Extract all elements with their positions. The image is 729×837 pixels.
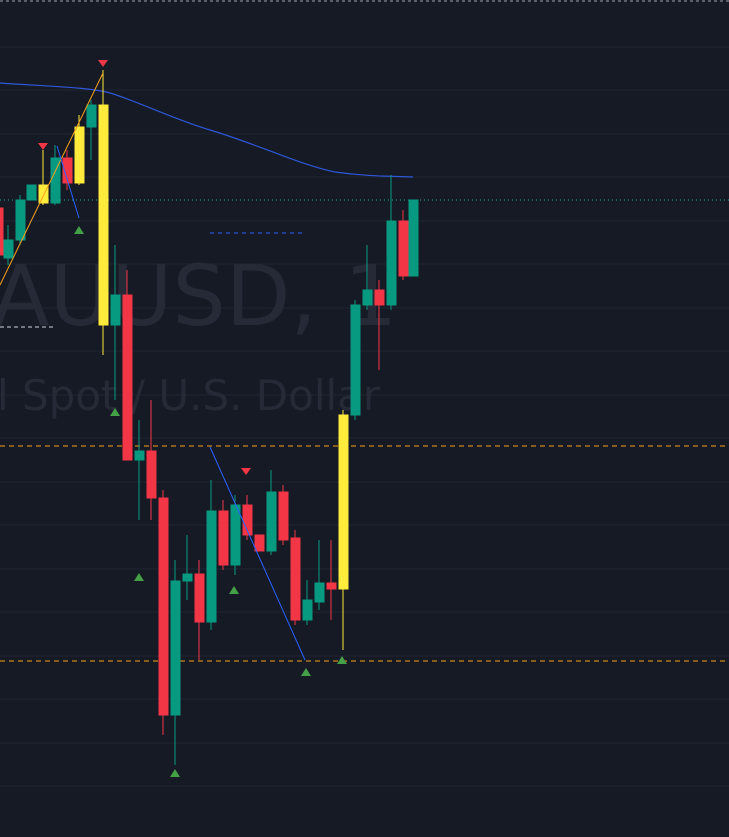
- watermark-description: l Spot / U.S. Dollar: [0, 371, 381, 420]
- moving-average: [0, 82, 414, 178]
- trend-line: [209, 446, 306, 661]
- sell-markers: [38, 60, 251, 475]
- grid: [0, 46, 729, 787]
- candles: [0, 70, 419, 765]
- buy-markers: [74, 226, 347, 777]
- trend-line: [56, 145, 80, 219]
- trend-line: [0, 72, 104, 286]
- watermark-symbol: AUUSD, 1: [0, 247, 397, 345]
